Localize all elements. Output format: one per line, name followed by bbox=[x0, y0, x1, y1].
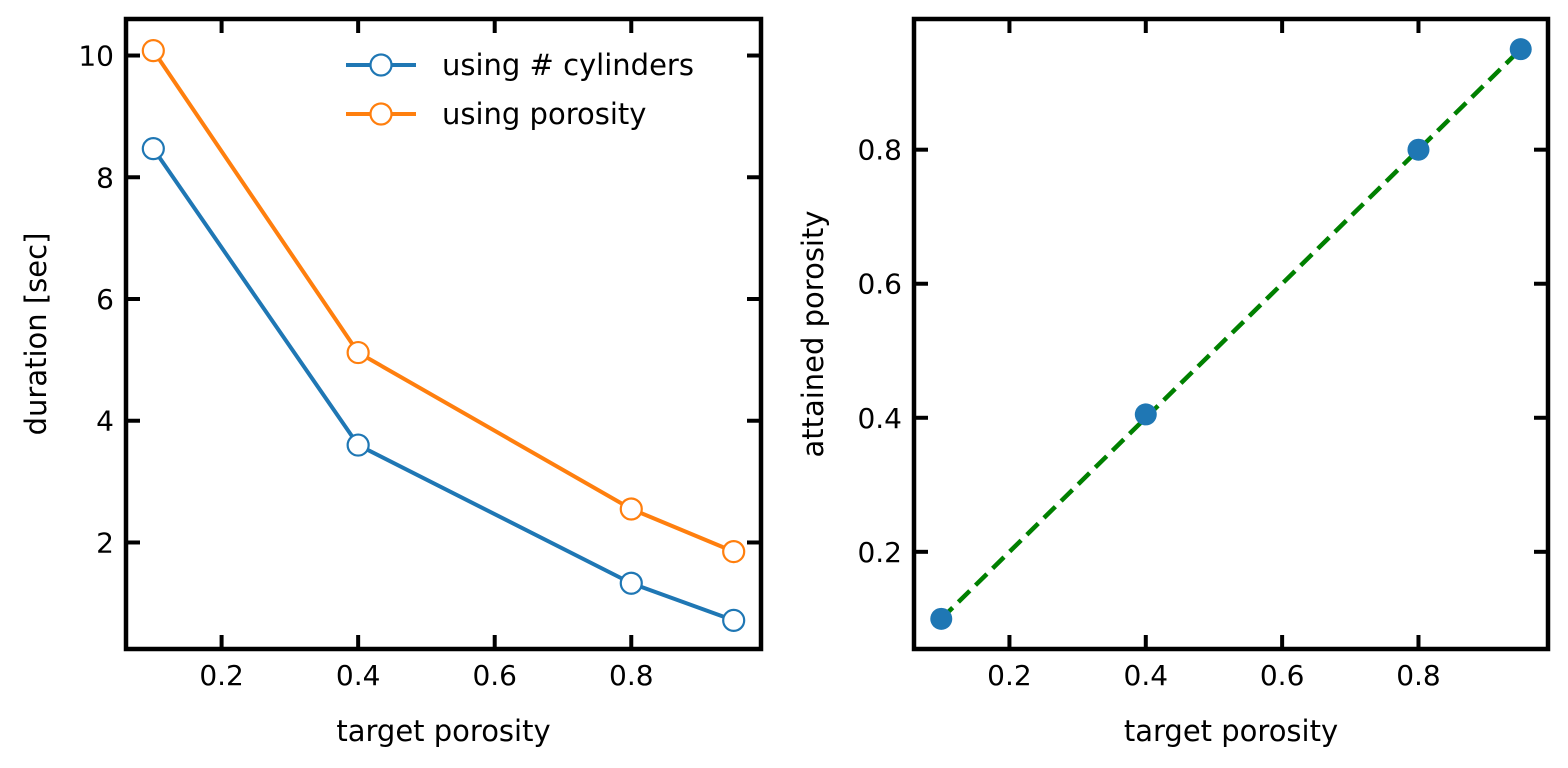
series-line bbox=[151, 49, 735, 554]
data-point bbox=[141, 39, 165, 63]
data-point bbox=[619, 497, 643, 521]
y-tick-label: 2 bbox=[96, 526, 114, 559]
legend-label: using # cylinders bbox=[442, 48, 694, 82]
series-line bbox=[151, 147, 735, 623]
y-tick-label: 10 bbox=[78, 40, 114, 73]
data-point bbox=[141, 137, 165, 161]
y-tick-label: 8 bbox=[96, 161, 114, 194]
data-point bbox=[722, 608, 746, 632]
y-tick-label: 4 bbox=[96, 405, 114, 438]
y-tick-label: 0.2 bbox=[857, 536, 902, 569]
y-tick-label: 6 bbox=[96, 283, 114, 316]
reference-line bbox=[939, 47, 1523, 621]
data-point bbox=[346, 433, 370, 457]
legend-marker bbox=[369, 53, 393, 77]
x-tick-label: 0.8 bbox=[609, 659, 654, 692]
data-point bbox=[1134, 403, 1157, 426]
data-point bbox=[1509, 38, 1532, 61]
data-point bbox=[619, 571, 643, 595]
x-tick-label: 0.8 bbox=[1396, 659, 1441, 692]
legend-label: using porosity bbox=[442, 97, 646, 131]
data-point bbox=[346, 340, 370, 365]
x-tick-label: 0.4 bbox=[1124, 659, 1169, 692]
x-axis-label: target porosity bbox=[336, 714, 550, 748]
legend-marker bbox=[369, 102, 393, 126]
plot-frame bbox=[911, 16, 1551, 652]
y-axis-label: attained porosity bbox=[796, 210, 830, 457]
data-point bbox=[1407, 138, 1430, 161]
data-point bbox=[722, 540, 746, 564]
y-axis-label: duration [sec] bbox=[19, 233, 53, 436]
x-tick-label: 0.2 bbox=[199, 659, 244, 692]
duration-chart: 0.2 0.4 0.6 0.8 2 4 6 8 10 target porosity duratio… bbox=[19, 16, 764, 748]
x-tick-label: 0.6 bbox=[472, 659, 517, 692]
x-axis-label: target porosity bbox=[1124, 714, 1338, 748]
data-point bbox=[930, 607, 953, 630]
data-marks bbox=[151, 49, 735, 623]
y-tick-label: 0.6 bbox=[857, 268, 902, 301]
x-tick-label: 0.2 bbox=[987, 659, 1032, 692]
x-tick-label: 0.6 bbox=[1260, 659, 1305, 692]
attained-porosity-chart: 0.2 0.4 0.6 0.8 0.2 0.4 0.6 0.8 target porosity a… bbox=[796, 16, 1551, 748]
plot-frame bbox=[123, 16, 764, 652]
x-tick-label: 0.4 bbox=[336, 659, 381, 692]
y-tick-label: 0.4 bbox=[857, 402, 902, 435]
data-marks bbox=[939, 47, 1523, 621]
y-tick-label: 0.8 bbox=[857, 134, 902, 167]
